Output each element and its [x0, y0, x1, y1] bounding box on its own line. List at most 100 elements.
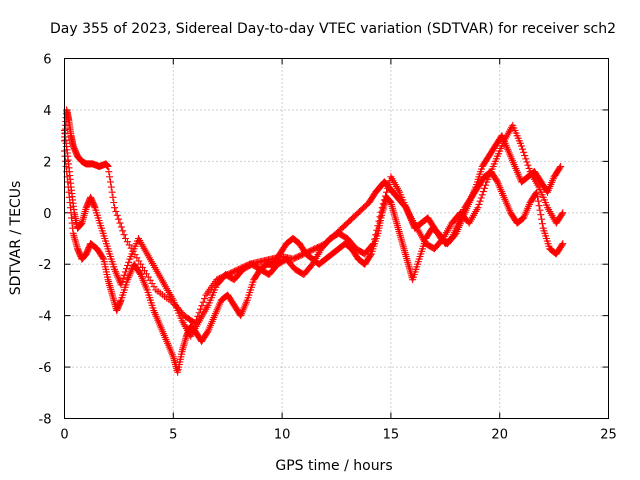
data-point — [534, 193, 542, 201]
data-point — [111, 204, 119, 212]
data-point — [538, 220, 546, 228]
data-point — [493, 177, 501, 185]
x-axis-label: GPS time / hours — [275, 458, 392, 474]
data-point — [136, 269, 144, 277]
data-point — [521, 152, 529, 160]
data-point — [125, 258, 133, 266]
data-point — [381, 192, 389, 200]
data-point — [373, 226, 381, 234]
data-point — [374, 222, 382, 230]
data-point — [201, 295, 209, 303]
data-point — [559, 209, 567, 217]
data-point — [120, 231, 128, 239]
data-point — [121, 268, 129, 276]
data-point — [117, 223, 125, 231]
data-point — [119, 274, 127, 282]
data-point — [378, 204, 386, 212]
data-point — [525, 164, 533, 172]
x-tick-label: 0 — [60, 428, 68, 443]
data-point — [107, 183, 115, 191]
y-tick-label: -2 — [39, 258, 52, 273]
series-3 — [61, 121, 567, 340]
data-point — [385, 181, 393, 188]
y-tick-label: -4 — [39, 310, 52, 325]
data-point — [105, 168, 113, 176]
data-point — [537, 211, 545, 219]
data-point — [479, 188, 487, 196]
data-point — [534, 197, 542, 205]
data-point — [482, 181, 490, 189]
data-point — [556, 164, 564, 172]
data-point — [119, 227, 127, 235]
plot-frame — [64, 58, 609, 419]
y-axis-label: SDTVAR / TECUs — [8, 181, 24, 296]
x-tick-label: 25 — [600, 428, 617, 443]
data-point — [372, 231, 380, 239]
data-point — [558, 210, 566, 218]
data-point — [384, 184, 392, 192]
data-point — [123, 265, 131, 273]
data-point — [106, 178, 114, 186]
data-point — [368, 241, 376, 249]
chart-title: Day 355 of 2023, Sidereal Day-to-day VTE… — [50, 21, 616, 37]
axis-ticks — [64, 58, 609, 419]
data-point — [104, 163, 112, 170]
data-point — [113, 211, 121, 219]
grid-lines — [64, 58, 609, 419]
data-point — [371, 235, 379, 243]
data-point — [524, 161, 532, 169]
data-point — [532, 190, 540, 197]
data-point — [517, 142, 525, 150]
x-tick-label: 15 — [383, 428, 400, 443]
y-tick-label: -8 — [39, 413, 52, 428]
data-point — [536, 206, 544, 214]
data-point — [112, 208, 120, 215]
y-tick-label: 0 — [43, 207, 51, 222]
x-tick-label: 20 — [491, 428, 508, 443]
data-point — [480, 184, 488, 192]
data-point — [199, 298, 207, 306]
data-point — [106, 173, 114, 181]
data-point — [380, 196, 388, 204]
y-tick-label: -6 — [39, 361, 52, 376]
data-point — [376, 213, 384, 221]
data-point — [535, 202, 543, 210]
data-point — [377, 208, 385, 216]
data-point — [108, 188, 116, 196]
data-markers — [61, 106, 567, 376]
data-point — [198, 302, 206, 310]
data-point — [558, 241, 566, 249]
data-point — [118, 278, 126, 286]
data-point — [383, 188, 391, 196]
y-tick-label: 6 — [43, 53, 51, 68]
x-tick-label: 10 — [274, 428, 291, 443]
data-point — [99, 254, 107, 262]
data-point — [369, 240, 377, 248]
tick-labels: 0 5 10 15 20 25 -8 -6 -4 -2 0 2 4 6 — [39, 53, 617, 443]
x-tick-label: 5 — [169, 428, 177, 443]
data-point — [124, 262, 132, 269]
data-point — [109, 193, 117, 201]
data-point — [538, 215, 546, 223]
data-point — [522, 155, 530, 163]
data-point — [203, 328, 211, 336]
data-point — [117, 281, 125, 289]
y-tick-label: 4 — [43, 104, 51, 119]
data-point — [520, 148, 528, 156]
data-point — [478, 191, 486, 199]
data-point — [475, 200, 483, 208]
data-point — [367, 251, 374, 259]
data-point — [559, 240, 567, 248]
data-point — [523, 158, 531, 166]
data-point — [476, 197, 484, 205]
series-1 — [61, 106, 565, 327]
data-point — [116, 219, 124, 227]
data-point — [110, 199, 118, 206]
y-tick-label: 2 — [43, 155, 51, 170]
data-point — [474, 204, 482, 212]
data-point — [477, 194, 485, 202]
data-point — [519, 145, 527, 153]
data-point — [375, 217, 383, 225]
data-point — [379, 200, 387, 208]
